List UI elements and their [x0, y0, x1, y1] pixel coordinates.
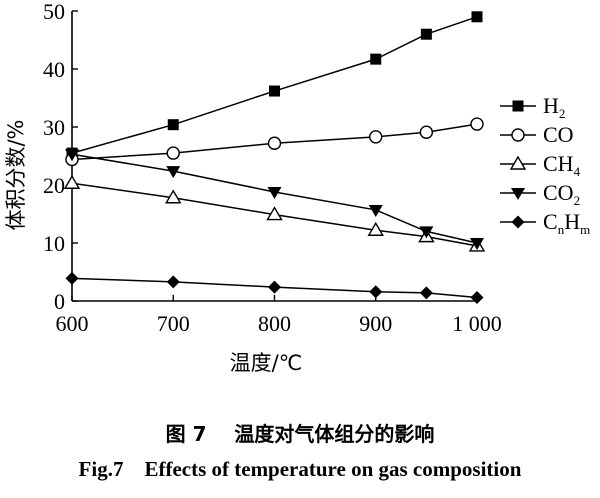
legend-label-ch4: CH4 [543, 151, 581, 179]
x-tick-label: 600 [56, 311, 89, 336]
data-point-cnhm [166, 275, 180, 289]
data-point-h2 [471, 11, 483, 23]
axes: 0 10 20 30 40 50 600 700 800 900 1 000 [43, 0, 502, 336]
data-point-cnhm [369, 285, 383, 299]
data-point-co2 [368, 204, 383, 217]
data-point-co [419, 125, 434, 139]
legend-marker-co [511, 128, 525, 142]
y-tick-label: 20 [43, 173, 65, 198]
data-point-co [470, 117, 484, 131]
x-tick-label: 900 [359, 311, 392, 336]
data-point-cnhm [419, 286, 433, 300]
series-markers [63, 11, 486, 305]
data-point-cnhm [65, 271, 79, 285]
legend-label-co2: CO2 [543, 180, 580, 208]
series-line-co [71, 123, 478, 161]
data-point-co2 [267, 186, 282, 199]
data-point-h2 [269, 85, 280, 97]
x-tick-label: 800 [258, 311, 291, 336]
figure-caption-english: Fig.7 Effects of temperature on gas comp… [78, 457, 522, 481]
series-lines [71, 16, 478, 299]
y-tick-label: 0 [54, 289, 65, 314]
legend-marker-co2 [511, 188, 525, 200]
figure-caption-chinese: 图 7 温度对气体组分的影响 [165, 422, 435, 446]
data-point-ch4 [367, 221, 384, 236]
data-point-h2 [370, 53, 382, 65]
data-point-h2 [167, 119, 179, 131]
series-line-cnhm [71, 277, 478, 299]
series-line-co2 [71, 153, 478, 244]
data-point-co [166, 146, 180, 160]
data-point-ch4 [266, 206, 283, 221]
data-point-co2 [166, 166, 181, 179]
legend-marker-cnhm [511, 215, 525, 229]
series-line-ch4 [71, 182, 478, 247]
series-line-h2 [71, 16, 478, 154]
data-point-cnhm [470, 291, 484, 305]
y-tick-label: 50 [43, 0, 65, 24]
data-point-ch4 [63, 174, 81, 189]
data-point-co2 [65, 149, 79, 162]
data-point-ch4 [165, 189, 182, 204]
legend-label-cnhm: CnHm [543, 209, 590, 237]
data-point-co2 [419, 226, 434, 239]
y-tick-label: 30 [43, 115, 65, 140]
legend-marker-ch4 [509, 155, 527, 170]
data-point-cnhm [268, 280, 281, 294]
legend-label-co: CO [543, 122, 574, 147]
data-point-co [369, 130, 383, 144]
legend-label-h2: H2 [543, 93, 565, 121]
x-tick-label: 700 [157, 311, 190, 336]
data-point-h2 [420, 28, 432, 40]
data-point-co [267, 136, 282, 150]
y-tick-label: 40 [43, 57, 65, 82]
y-tick-label: 10 [43, 231, 65, 256]
x-tick-label: 1 000 [452, 311, 502, 336]
y-axis-label: 体积分数/% [4, 119, 28, 230]
legend-marker-h2 [512, 100, 524, 112]
data-point-co2 [470, 238, 484, 250]
x-axis-label: 温度/℃ [230, 351, 303, 375]
